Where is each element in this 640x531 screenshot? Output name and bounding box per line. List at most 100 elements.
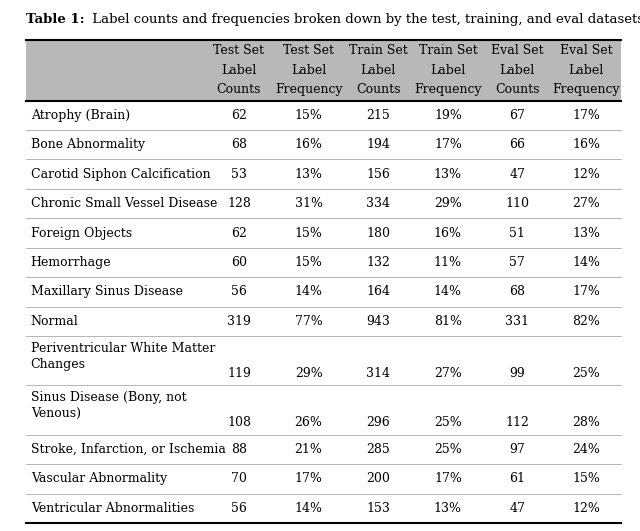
- Text: 47: 47: [509, 168, 525, 181]
- Text: 14%: 14%: [294, 502, 323, 515]
- Text: 29%: 29%: [295, 366, 323, 380]
- Bar: [26, 435, 621, 464]
- Text: 14%: 14%: [434, 285, 462, 298]
- Text: 17%: 17%: [434, 473, 462, 485]
- Text: 15%: 15%: [294, 227, 323, 239]
- Bar: [26, 40, 621, 100]
- Text: Eval Set: Eval Set: [560, 44, 612, 57]
- Text: Counts: Counts: [356, 83, 401, 96]
- Text: Chronic Small Vessel Disease: Chronic Small Vessel Disease: [31, 197, 217, 210]
- Text: Foreign Objects: Foreign Objects: [31, 227, 132, 239]
- Text: 15%: 15%: [294, 256, 323, 269]
- Text: Label: Label: [360, 64, 396, 76]
- Text: 15%: 15%: [572, 473, 600, 485]
- Text: 19%: 19%: [434, 109, 462, 122]
- Text: 14%: 14%: [572, 256, 600, 269]
- Text: 17%: 17%: [572, 109, 600, 122]
- Text: 81%: 81%: [434, 315, 462, 328]
- Text: 26%: 26%: [294, 416, 323, 429]
- Text: 108: 108: [227, 416, 251, 429]
- Text: 70: 70: [231, 473, 247, 485]
- Text: 47: 47: [509, 502, 525, 515]
- Text: 88: 88: [231, 443, 247, 456]
- Text: Counts: Counts: [495, 83, 540, 96]
- Text: 28%: 28%: [572, 416, 600, 429]
- Text: Bone Abnormality: Bone Abnormality: [31, 138, 145, 151]
- Text: 62: 62: [231, 227, 247, 239]
- Text: 296: 296: [366, 416, 390, 429]
- Text: Atrophy (Brain): Atrophy (Brain): [31, 109, 130, 122]
- Text: 128: 128: [227, 197, 251, 210]
- Text: 334: 334: [366, 197, 390, 210]
- Bar: [26, 100, 621, 130]
- Text: Stroke, Infarction, or Ischemia: Stroke, Infarction, or Ischemia: [31, 443, 225, 456]
- Text: 68: 68: [509, 285, 525, 298]
- Text: 60: 60: [231, 256, 247, 269]
- Text: 25%: 25%: [434, 416, 462, 429]
- Text: Carotid Siphon Calcification: Carotid Siphon Calcification: [31, 168, 211, 181]
- Text: 13%: 13%: [434, 168, 462, 181]
- Text: Label: Label: [221, 64, 257, 76]
- Text: 132: 132: [366, 256, 390, 269]
- Text: 21%: 21%: [294, 443, 323, 456]
- Text: Ventricular Abnormalities: Ventricular Abnormalities: [31, 502, 194, 515]
- Bar: [26, 159, 621, 189]
- Text: Frequency: Frequency: [414, 83, 482, 96]
- Bar: [26, 336, 621, 386]
- Text: Hemorrhage: Hemorrhage: [31, 256, 111, 269]
- Bar: [26, 277, 621, 306]
- Text: 331: 331: [505, 315, 529, 328]
- Text: Eval Set: Eval Set: [491, 44, 543, 57]
- Text: 164: 164: [366, 285, 390, 298]
- Text: 200: 200: [366, 473, 390, 485]
- Text: 16%: 16%: [572, 138, 600, 151]
- Text: Train Set: Train Set: [419, 44, 477, 57]
- Text: Frequency: Frequency: [552, 83, 620, 96]
- Text: 16%: 16%: [294, 138, 323, 151]
- Text: 215: 215: [366, 109, 390, 122]
- Text: 13%: 13%: [572, 227, 600, 239]
- Bar: [26, 306, 621, 336]
- Text: Frequency: Frequency: [275, 83, 342, 96]
- Text: Test Set: Test Set: [283, 44, 334, 57]
- Text: Counts: Counts: [217, 83, 261, 96]
- Text: 17%: 17%: [572, 285, 600, 298]
- Text: Periventricular White Matter
Changes: Periventricular White Matter Changes: [31, 342, 215, 371]
- Text: 314: 314: [366, 366, 390, 380]
- Text: 25%: 25%: [572, 366, 600, 380]
- Text: Sinus Disease (Bony, not
Venous): Sinus Disease (Bony, not Venous): [31, 391, 186, 421]
- Text: 97: 97: [509, 443, 525, 456]
- Text: 285: 285: [366, 443, 390, 456]
- Text: 110: 110: [505, 197, 529, 210]
- Text: 24%: 24%: [572, 443, 600, 456]
- Text: 180: 180: [366, 227, 390, 239]
- Bar: [26, 464, 621, 494]
- Text: 112: 112: [506, 416, 529, 429]
- Text: 68: 68: [231, 138, 247, 151]
- Text: Label: Label: [291, 64, 326, 76]
- Text: 13%: 13%: [434, 502, 462, 515]
- Bar: [26, 189, 621, 218]
- Text: Label: Label: [500, 64, 535, 76]
- Text: 56: 56: [231, 502, 247, 515]
- Text: 119: 119: [227, 366, 251, 380]
- Text: 25%: 25%: [434, 443, 462, 456]
- Bar: [26, 494, 621, 523]
- Bar: [26, 218, 621, 248]
- Bar: [26, 248, 621, 277]
- Text: Label: Label: [430, 64, 465, 76]
- Text: 77%: 77%: [295, 315, 323, 328]
- Text: 319: 319: [227, 315, 251, 328]
- Text: 15%: 15%: [294, 109, 323, 122]
- Bar: [26, 130, 621, 159]
- Text: 12%: 12%: [572, 502, 600, 515]
- Text: Maxillary Sinus Disease: Maxillary Sinus Disease: [31, 285, 183, 298]
- Text: 57: 57: [509, 256, 525, 269]
- Text: 62: 62: [231, 109, 247, 122]
- Text: 56: 56: [231, 285, 247, 298]
- Text: 11%: 11%: [434, 256, 462, 269]
- Text: 943: 943: [366, 315, 390, 328]
- Text: 12%: 12%: [572, 168, 600, 181]
- Text: 66: 66: [509, 138, 525, 151]
- Text: Label: Label: [569, 64, 604, 76]
